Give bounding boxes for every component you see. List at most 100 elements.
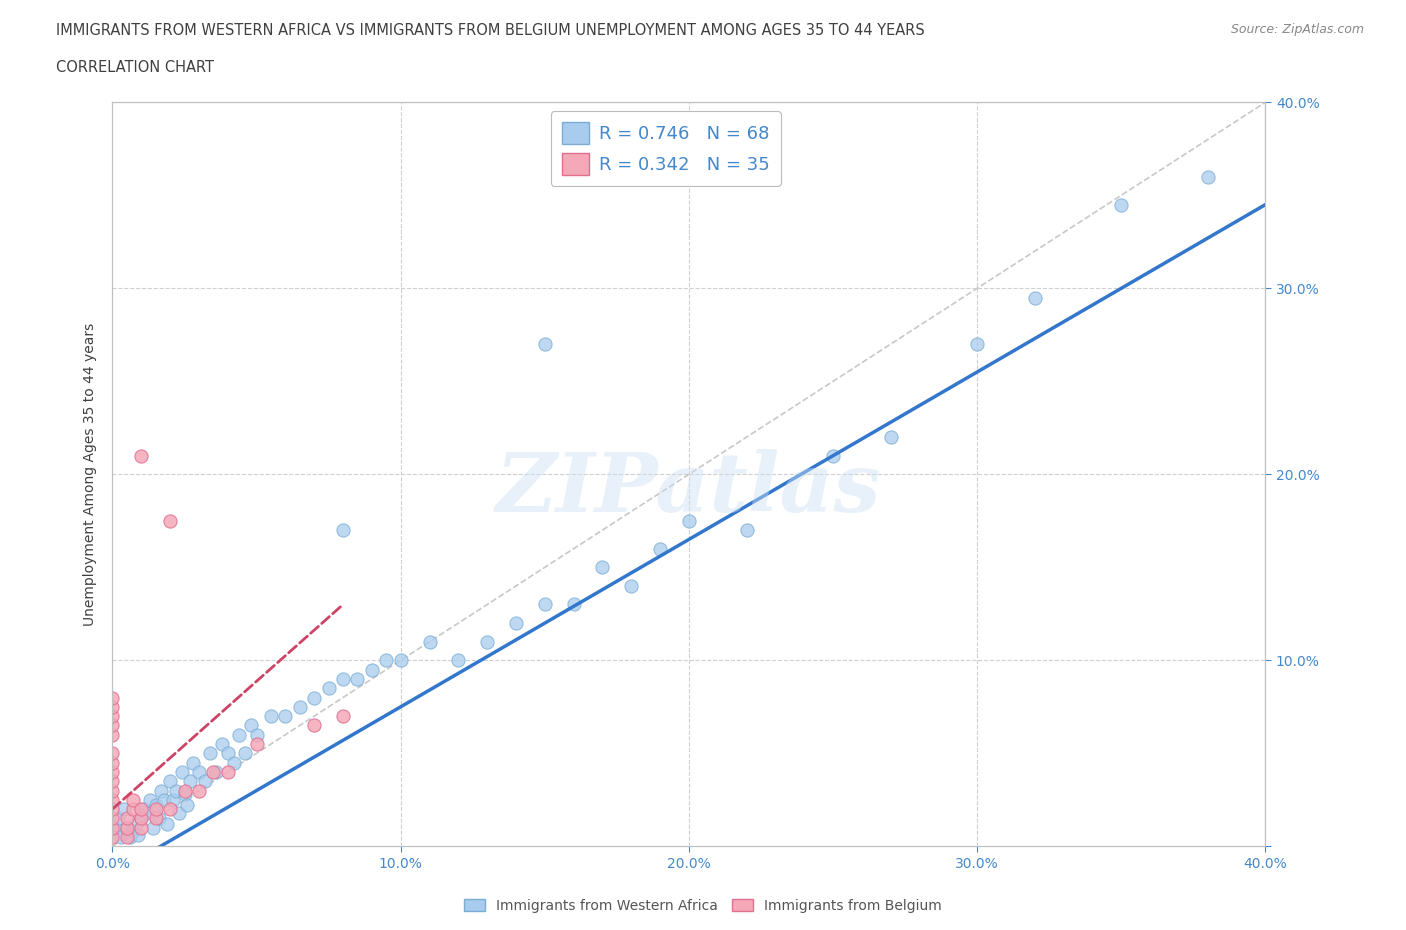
Point <box>228 727 250 742</box>
Point <box>156 817 179 831</box>
Point <box>115 820 138 835</box>
Point <box>318 681 340 696</box>
Point <box>239 718 262 733</box>
Point <box>101 764 124 779</box>
Point <box>129 811 153 826</box>
Point <box>129 802 153 817</box>
Point <box>159 802 181 817</box>
Point <box>592 560 614 575</box>
Point <box>475 634 498 649</box>
Point <box>332 671 354 686</box>
Point <box>360 662 382 677</box>
Point <box>101 699 124 714</box>
Point <box>145 798 167 813</box>
Point <box>124 817 146 831</box>
Point <box>245 737 267 751</box>
Point <box>217 746 239 761</box>
Point <box>375 653 398 668</box>
Point <box>179 774 201 789</box>
Point <box>173 783 195 798</box>
Point <box>188 764 211 779</box>
Point <box>101 811 124 826</box>
Point <box>260 709 283 724</box>
Point <box>648 541 672 556</box>
Point <box>233 746 256 761</box>
Point <box>200 746 222 761</box>
Point <box>129 820 153 835</box>
Point <box>145 802 167 817</box>
Point <box>1024 290 1046 305</box>
Point <box>139 792 162 807</box>
Point <box>159 513 181 528</box>
Text: Source: ZipAtlas.com: Source: ZipAtlas.com <box>1230 23 1364 36</box>
Point <box>966 337 988 352</box>
Point <box>288 699 311 714</box>
Point <box>101 755 124 770</box>
Point <box>121 802 143 817</box>
Point <box>101 709 124 724</box>
Point <box>115 811 138 826</box>
Point <box>101 792 124 807</box>
Point <box>217 764 239 779</box>
Point <box>194 774 217 789</box>
Point <box>245 727 267 742</box>
Point <box>419 634 441 649</box>
Point <box>101 830 124 844</box>
Point <box>129 811 153 826</box>
Point <box>620 578 643 593</box>
Point <box>129 448 153 463</box>
Point <box>346 671 368 686</box>
Point <box>101 820 124 835</box>
Point <box>159 774 181 789</box>
Point <box>1111 197 1133 212</box>
Point <box>142 820 165 835</box>
Point <box>533 337 555 352</box>
Point <box>211 737 233 751</box>
Point <box>332 523 354 538</box>
Point <box>165 783 187 798</box>
Point <box>533 597 555 612</box>
Point <box>148 811 170 826</box>
Point <box>678 513 700 528</box>
Y-axis label: Unemployment Among Ages 35 to 44 years: Unemployment Among Ages 35 to 44 years <box>83 323 97 626</box>
Point <box>202 764 225 779</box>
Point <box>167 805 190 820</box>
Point <box>304 690 326 705</box>
Point <box>188 783 211 798</box>
Point <box>505 616 527 631</box>
Point <box>101 746 124 761</box>
Point <box>176 798 198 813</box>
Point <box>880 430 903 445</box>
Point <box>222 755 245 770</box>
Point <box>136 805 159 820</box>
Point <box>104 820 127 835</box>
Legend: Immigrants from Western Africa, Immigrants from Belgium: Immigrants from Western Africa, Immigran… <box>458 894 948 919</box>
Point <box>562 597 585 612</box>
Point <box>101 802 124 817</box>
Point <box>274 709 297 724</box>
Point <box>101 783 124 798</box>
Point <box>735 523 758 538</box>
Point <box>153 792 176 807</box>
Point <box>101 690 124 705</box>
Point <box>447 653 470 668</box>
Point <box>150 783 173 798</box>
Point <box>115 820 138 835</box>
Point <box>107 811 129 826</box>
Point <box>118 830 141 844</box>
Point <box>173 787 195 802</box>
Legend: R = 0.746   N = 68, R = 0.342   N = 35: R = 0.746 N = 68, R = 0.342 N = 35 <box>551 112 782 186</box>
Point <box>145 811 167 826</box>
Point <box>115 830 138 844</box>
Point <box>181 755 204 770</box>
Text: IMMIGRANTS FROM WESTERN AFRICA VS IMMIGRANTS FROM BELGIUM UNEMPLOYMENT AMONG AGE: IMMIGRANTS FROM WESTERN AFRICA VS IMMIGR… <box>56 23 925 38</box>
Point <box>170 764 193 779</box>
Point <box>127 828 149 843</box>
Point <box>205 764 228 779</box>
Point <box>332 709 354 724</box>
Text: CORRELATION CHART: CORRELATION CHART <box>56 60 214 75</box>
Point <box>121 792 143 807</box>
Point <box>112 802 135 817</box>
Point <box>110 830 132 844</box>
Point <box>304 718 326 733</box>
